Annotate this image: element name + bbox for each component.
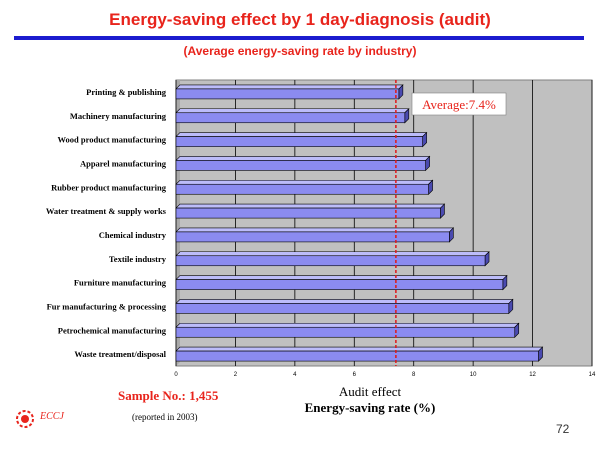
x-tick-label: 4 (293, 372, 297, 378)
category-label: Apparel manufacturing (80, 158, 167, 168)
bar (175, 160, 426, 171)
x-tick-label: 14 (589, 372, 596, 378)
category-label: Rubber product manufacturing (51, 182, 167, 192)
category-label: Fur manufacturing & processing (47, 301, 167, 311)
category-label: Petrochemical manufacturing (58, 325, 167, 335)
eccj-logo-icon (16, 410, 34, 428)
slide-title: Energy-saving effect by 1 day-diagnosis … (109, 10, 491, 29)
bar (175, 326, 516, 338)
bar-top (175, 156, 431, 161)
x-axis-label-line1: Audit effect (338, 384, 402, 399)
bar (175, 207, 441, 219)
bar-top (175, 84, 404, 90)
bar (175, 279, 504, 290)
bar (175, 88, 400, 100)
bar (175, 303, 510, 314)
category-label: Printing & publishing (86, 87, 167, 97)
sample-count: Sample No.: 1,455 (118, 388, 219, 403)
category-label: Furniture manufacturing (74, 278, 167, 288)
x-tick-label: 0 (174, 372, 178, 378)
x-tick-label: 8 (412, 372, 416, 378)
slide-subtitle: (Average energy-saving rate by industry) (183, 44, 417, 58)
bar (175, 231, 450, 243)
bar-top (175, 299, 514, 304)
bar-top (175, 108, 410, 114)
bar-top (175, 203, 446, 209)
x-axis-label-line2: Energy-saving rate (%) (304, 400, 436, 415)
category-label: Waste treatment/disposal (74, 349, 166, 359)
bar (175, 136, 423, 147)
x-tick-label: 2 (234, 372, 238, 378)
category-label: Machinery manufacturing (70, 111, 167, 121)
bar-top (175, 275, 508, 280)
category-label: Textile industry (109, 254, 167, 264)
eccj-logo: ECCJ (14, 408, 74, 430)
x-tick-label: 10 (470, 372, 477, 378)
category-label: Water treatment & supply works (46, 206, 167, 216)
bar (175, 112, 406, 124)
bar (175, 183, 429, 195)
eccj-logo-text: ECCJ (40, 411, 64, 422)
average-label: Average:7.4% (422, 97, 496, 112)
plot-area (175, 79, 593, 367)
title-rule (14, 36, 584, 40)
plot-side-wall (176, 80, 180, 366)
x-tick-label: 12 (529, 372, 536, 378)
average-label-box (411, 92, 507, 116)
reported-note: (reported in 2003) (132, 412, 198, 422)
bar-top (175, 251, 490, 257)
page-number: 72 (556, 422, 570, 436)
bar-top (175, 132, 428, 137)
category-label: Wood product manufacturing (58, 135, 167, 145)
bar (175, 255, 486, 267)
bar-top (175, 346, 544, 352)
bar-top (175, 227, 455, 233)
x-tick-label: 6 (353, 372, 357, 378)
category-label: Chemical industry (99, 230, 167, 240)
bar-top (175, 322, 520, 328)
bar-top (175, 179, 434, 185)
bar (175, 350, 539, 362)
